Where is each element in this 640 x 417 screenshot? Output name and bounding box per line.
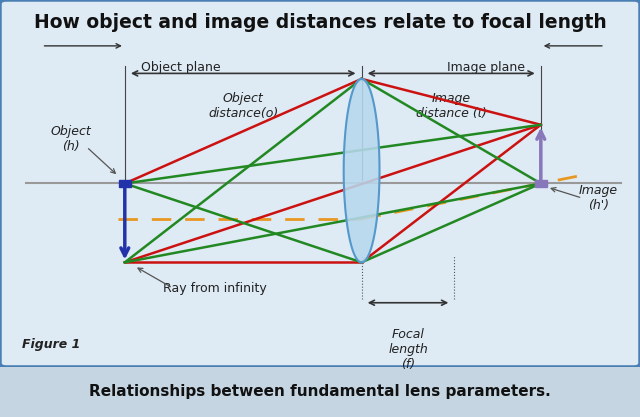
Text: Object plane: Object plane xyxy=(141,60,220,73)
Text: Focal
length
(f): Focal length (f) xyxy=(388,329,428,372)
Text: Ray from infinity: Ray from infinity xyxy=(163,281,267,294)
Bar xyxy=(119,180,131,187)
Text: Figure 1: Figure 1 xyxy=(22,339,81,352)
Bar xyxy=(535,180,547,187)
Polygon shape xyxy=(344,79,380,262)
Text: Object
distance(ο): Object distance(ο) xyxy=(208,92,278,120)
FancyBboxPatch shape xyxy=(0,0,640,367)
Text: Image
distance (ι): Image distance (ι) xyxy=(416,92,486,120)
Text: How object and image distances relate to focal length: How object and image distances relate to… xyxy=(34,13,606,32)
Text: Image plane: Image plane xyxy=(447,60,525,73)
Text: Object
(h): Object (h) xyxy=(50,126,91,153)
Text: Relationships between fundamental lens parameters.: Relationships between fundamental lens p… xyxy=(89,384,551,399)
Text: Image
(h'): Image (h') xyxy=(579,184,618,212)
